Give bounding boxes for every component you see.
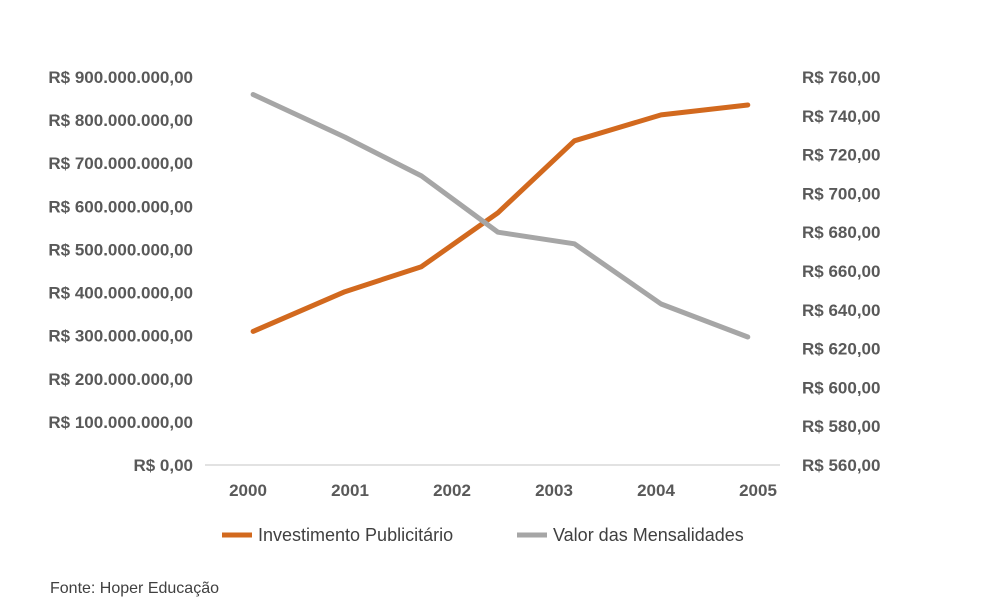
left-tick-label: R$ 0,00 [133, 456, 193, 475]
right-axis-ticks: R$ 560,00 R$ 580,00 R$ 600,00 R$ 620,00 R$ 6… [802, 68, 880, 475]
right-tick-label: R$ 720,00 [802, 146, 880, 165]
legend-label: Investimento Publicitário [258, 525, 453, 545]
series-lines [250, 92, 751, 340]
x-tick-label: 2003 [535, 481, 573, 500]
left-tick-label: R$ 700.000.000,00 [48, 154, 193, 173]
legend: Investimento Publicitário Valor das Mensa… [222, 525, 744, 545]
left-tick-label: R$ 600.000.000,00 [48, 197, 193, 216]
x-tick-label: 2000 [229, 481, 267, 500]
right-tick-label: R$ 640,00 [802, 301, 880, 320]
right-tick-label: R$ 560,00 [802, 456, 880, 475]
left-tick-label: R$ 900.000.000,00 [48, 68, 193, 87]
x-tick-label: 2005 [739, 481, 777, 500]
left-tick-label: R$ 400.000.000,00 [48, 284, 193, 303]
x-tick-label: 2001 [331, 481, 369, 500]
x-tick-label: 2004 [637, 481, 675, 500]
right-tick-label: R$ 680,00 [802, 223, 880, 242]
right-tick-label: R$ 600,00 [802, 378, 880, 397]
left-tick-label: R$ 800.000.000,00 [48, 111, 193, 130]
left-tick-label: R$ 100.000.000,00 [48, 413, 193, 432]
legend-label: Valor das Mensalidades [553, 525, 744, 545]
series-line-mensalidades [250, 92, 751, 340]
right-tick-label: R$ 760,00 [802, 68, 880, 87]
left-tick-label: R$ 200.000.000,00 [48, 370, 193, 389]
source-note: Fonte: Hoper Educação [50, 580, 219, 597]
right-tick-label: R$ 740,00 [802, 107, 880, 126]
right-tick-label: R$ 700,00 [802, 184, 880, 203]
x-tick-label: 2002 [433, 481, 471, 500]
left-axis-ticks: R$ 0,00 R$ 100.000.000,00 R$ 200.000.000,0… [48, 68, 193, 475]
right-tick-label: R$ 620,00 [802, 340, 880, 359]
right-tick-label: R$ 580,00 [802, 417, 880, 436]
series-line-investimento [250, 102, 751, 334]
x-axis-ticks: 2000 2001 2002 2003 2004 2005 [229, 481, 777, 500]
right-tick-label: R$ 660,00 [802, 262, 880, 281]
left-tick-label: R$ 300.000.000,00 [48, 327, 193, 346]
left-tick-label: R$ 500.000.000,00 [48, 240, 193, 259]
